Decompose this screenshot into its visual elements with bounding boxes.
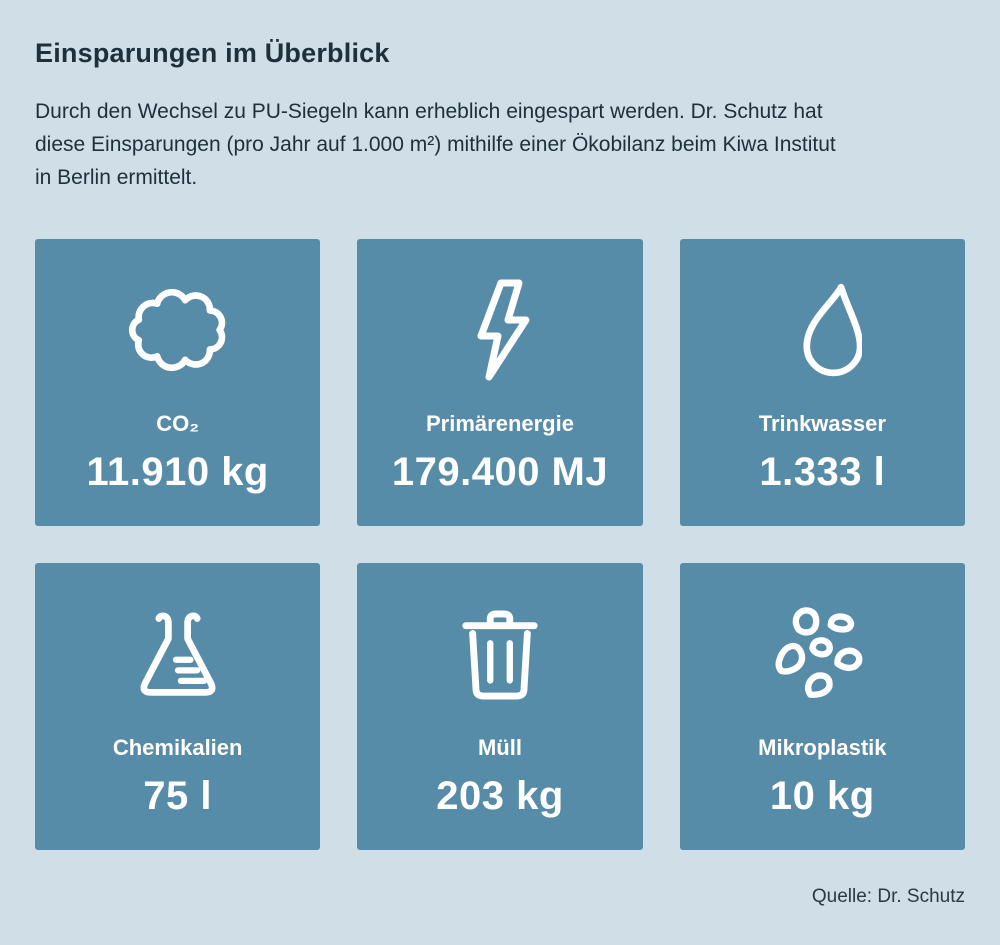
intro-paragraph: Durch den Wechsel zu PU-Siegeln kann erh…: [35, 95, 965, 194]
source-credit: Quelle: Dr. Schutz: [811, 886, 965, 907]
tile-label: Trinkwasser: [758, 411, 886, 436]
co2-cloud-icon: [125, 269, 231, 391]
tile-label: Müll: [477, 735, 522, 760]
tile-label: CO₂: [156, 411, 200, 436]
intro-line: Durch den Wechsel zu PU-Siegeln kann erh…: [35, 100, 823, 123]
tile-mikroplastik: Mikroplastik 10 kg: [679, 563, 965, 850]
tile-value: 179.400 MJ: [391, 450, 609, 494]
tile-label: Mikroplastik: [758, 735, 887, 760]
tile-value: 11.910 kg: [86, 450, 269, 494]
intro-line: in Berlin ermittelt.: [35, 166, 198, 189]
tile-primaerenergie: Primärenergie 179.400 MJ: [357, 239, 643, 526]
tile-co2: CO₂ 11.910 kg: [35, 239, 321, 526]
tile-value: 1.333 l: [759, 450, 886, 494]
flask-icon: [124, 593, 232, 715]
page-title: Einsparungen im Überblick: [35, 38, 390, 68]
tile-value: 10 kg: [769, 774, 875, 818]
tile-trinkwasser: Trinkwasser 1.333 l: [679, 239, 965, 526]
microplastic-icon: [766, 593, 878, 715]
intro-line: diese Einsparungen (pro Jahr auf 1.000 m…: [35, 133, 836, 156]
trash-can-icon: [457, 593, 543, 715]
tile-label: Primärenergie: [426, 411, 574, 436]
water-drop-icon: [782, 269, 863, 391]
tile-value: 75 l: [143, 774, 213, 818]
tile-muell: Müll 203 kg: [357, 563, 643, 850]
tile-label: Chemikalien: [112, 735, 243, 760]
stat-tile-grid: CO₂ 11.910 kg Primärenergie 179.400 MJ T…: [35, 239, 965, 850]
infographic: Einsparungen im Überblick Durch den Wech…: [35, 38, 965, 907]
tile-value: 203 kg: [436, 774, 564, 818]
lightning-icon: [468, 269, 532, 391]
tile-chemikalien: Chemikalien 75 l: [35, 563, 321, 850]
